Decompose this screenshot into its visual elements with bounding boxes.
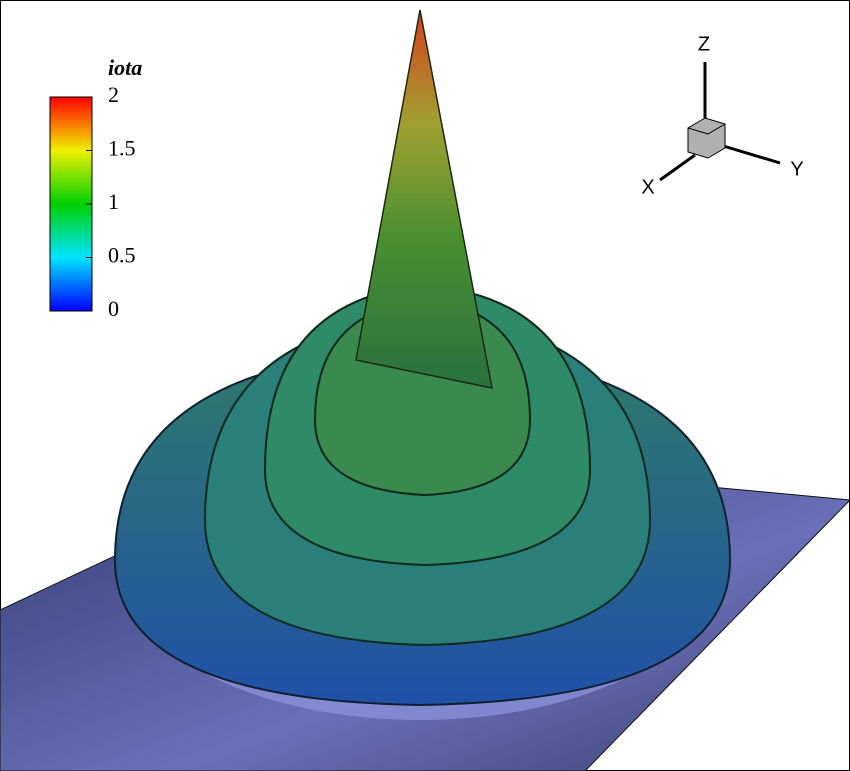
spike xyxy=(355,9,493,389)
surface xyxy=(0,9,850,771)
colorbar-tick-label: 1 xyxy=(108,189,119,214)
legend-title: iota xyxy=(108,55,142,80)
colorbar-tick-label: 0.5 xyxy=(108,243,136,268)
colorbar-tick-label: 1.5 xyxy=(108,136,136,161)
colorbar-tick-label: 0 xyxy=(108,296,119,321)
axis-label-z: Z xyxy=(698,33,710,55)
colorbar xyxy=(49,96,93,312)
colorbar-tick-label: 2 xyxy=(108,82,119,107)
axis-label-x: X xyxy=(641,176,654,198)
axis-label-y: Y xyxy=(790,158,803,180)
axes-triad: Z Y X xyxy=(641,33,803,198)
